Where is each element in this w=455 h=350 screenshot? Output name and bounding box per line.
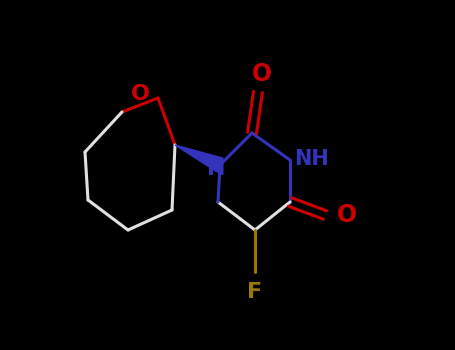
Text: F: F xyxy=(248,282,263,302)
Text: NH: NH xyxy=(294,149,329,169)
Text: N: N xyxy=(207,159,225,179)
Text: O: O xyxy=(252,62,272,86)
Text: O: O xyxy=(131,84,150,104)
Text: O: O xyxy=(337,203,357,227)
Polygon shape xyxy=(175,145,223,172)
